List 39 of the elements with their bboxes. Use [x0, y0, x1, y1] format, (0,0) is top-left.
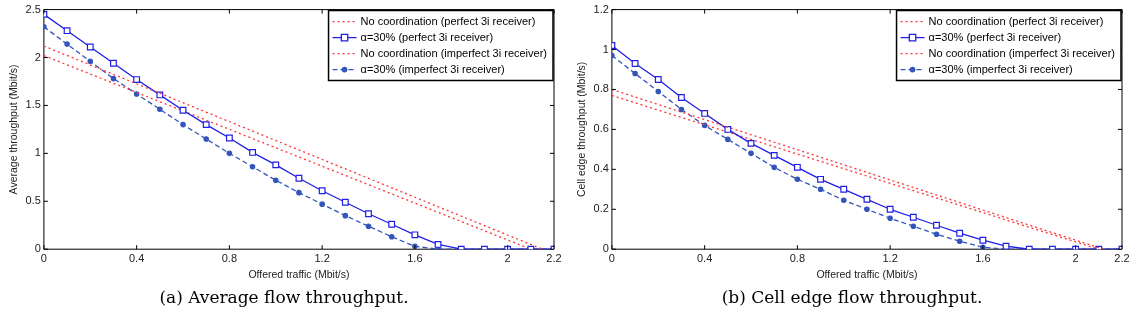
y-tick-label: 1 — [602, 42, 609, 55]
text: (a) Average flow throughput. — [158, 287, 410, 307]
y-tick-label: 2.5 — [25, 2, 41, 15]
y-axis-title: Average throughput (Mbit/s) — [7, 64, 20, 195]
legend-label: α=30% (perfect 3i receiver) — [928, 30, 1062, 43]
y-tick-label: 0.6 — [593, 122, 609, 135]
x-tick-label: 1.6 — [407, 251, 423, 264]
legend-label: No coordination (perfect 3i receiver) — [360, 14, 536, 27]
y-tick-label: 1 — [34, 146, 41, 159]
x-tick-label: 1.2 — [314, 251, 330, 264]
legend-label: α=30% (perfect 3i receiver) — [360, 30, 494, 43]
x-tick-label: 1.2 — [882, 251, 898, 264]
y-tick-label: 0.5 — [25, 194, 41, 207]
y-tick-label: 1.5 — [25, 98, 41, 111]
x-axis-title: Offered traffic (Mbit/s) — [816, 267, 918, 280]
y-tick-label: 2 — [34, 50, 41, 63]
legend-label: No coordination (perfect 3i receiver) — [928, 14, 1104, 27]
x-tick-label: 0.8 — [221, 251, 238, 264]
y-tick-label: 0 — [602, 242, 609, 255]
text: (b) Cell edge flow throughput. — [720, 287, 984, 307]
x-tick-label: 2 — [504, 251, 511, 264]
y-tick-label: 0.4 — [593, 162, 609, 175]
y-axis-title: Cell edge throughput (Mbit/s) — [575, 61, 588, 198]
legend-label: No coordination (imperfect 3i receiver) — [360, 46, 548, 59]
x-tick-label: 0.4 — [128, 251, 145, 264]
x-axis-title: Offered traffic (Mbit/s) — [248, 267, 350, 280]
y-tick-label: 0 — [34, 242, 41, 255]
x-tick-label: 2.2 — [546, 251, 562, 264]
x-tick-label: 0.4 — [696, 251, 713, 264]
legend-label: α=30% (imperfect 3i receiver) — [360, 62, 505, 75]
y-tick-label: 1.2 — [593, 2, 609, 15]
x-tick-label: 2 — [1072, 251, 1079, 264]
legend-label: α=30% (imperfect 3i receiver) — [928, 62, 1073, 75]
x-tick-label: 2.2 — [1114, 251, 1130, 264]
legend-label: No coordination (imperfect 3i receiver) — [928, 46, 1116, 59]
x-tick-label: 1.6 — [975, 251, 991, 264]
y-tick-label: 0.8 — [593, 82, 609, 95]
x-tick-label: 0.8 — [789, 251, 806, 264]
y-tick-label: 0.2 — [593, 202, 609, 215]
